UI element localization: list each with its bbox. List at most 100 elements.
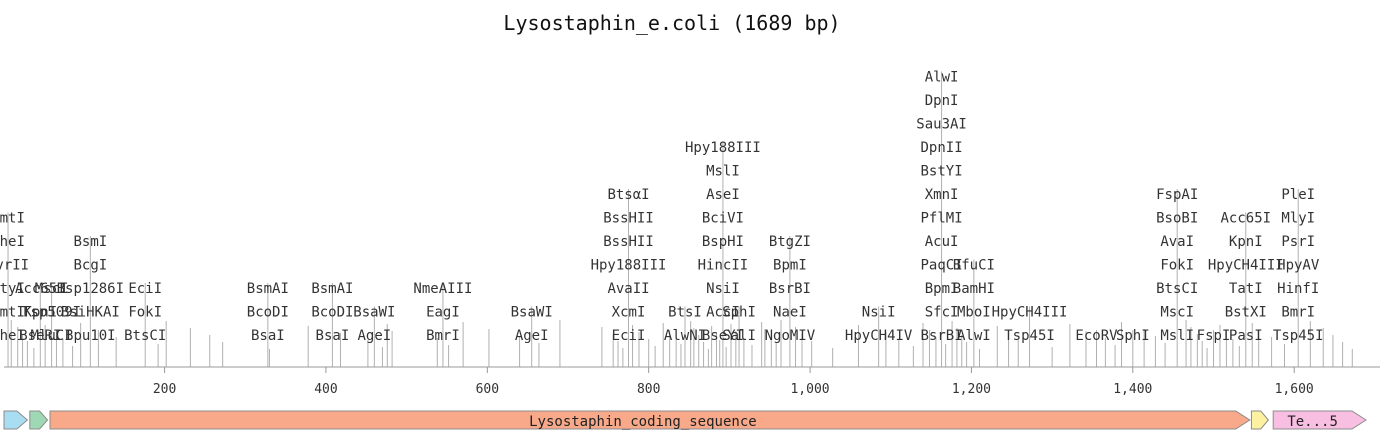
site-label[interactable]: HinfI: [1277, 281, 1319, 297]
site-label[interactable]: AlwI: [925, 70, 959, 86]
site-label[interactable]: AvrII: [0, 258, 29, 274]
site-label[interactable]: BpmI: [925, 281, 959, 297]
site-label[interactable]: EcoRV: [1075, 328, 1118, 344]
site-label[interactable]: AlwI: [957, 328, 991, 344]
site-label[interactable]: PleI: [1281, 187, 1315, 203]
site-label[interactable]: BstYI: [921, 164, 963, 180]
site-label[interactable]: Sau3AI: [916, 117, 967, 133]
site-label[interactable]: BsoBI: [1156, 211, 1198, 227]
feature-arrow[interactable]: [29, 410, 49, 430]
feature-arrow[interactable]: [1250, 410, 1270, 430]
site-label[interactable]: FspI: [1197, 328, 1231, 344]
site-label[interactable]: BsaI: [316, 328, 350, 344]
site-label[interactable]: BsiHKAI: [61, 305, 120, 321]
site-label[interactable]: MboI: [957, 305, 991, 321]
site-label[interactable]: NmeAIII: [413, 281, 472, 297]
site-label[interactable]: MscI: [35, 281, 69, 297]
site-label[interactable]: PflMI: [921, 211, 963, 227]
site-label[interactable]: MslI: [1160, 328, 1194, 344]
site-label[interactable]: BsmAI: [311, 281, 353, 297]
site-label[interactable]: BsaWI: [353, 305, 395, 321]
site-label[interactable]: MscI: [1160, 305, 1194, 321]
site-label[interactable]: NsiI: [706, 281, 740, 297]
site-label[interactable]: MluCI: [31, 328, 73, 344]
site-label[interactable]: NheI: [0, 234, 25, 250]
site-label[interactable]: DpnII: [921, 140, 963, 156]
site-label[interactable]: BsaI: [251, 328, 285, 344]
site-label[interactable]: BmrI: [1281, 305, 1315, 321]
site-label[interactable]: AlwNI: [664, 328, 706, 344]
site-label[interactable]: AgeI: [357, 328, 391, 344]
site-label[interactable]: AseI: [706, 187, 740, 203]
site-label[interactable]: HpyAV: [1277, 258, 1320, 274]
site-label[interactable]: BtsαI: [607, 187, 649, 203]
site-label[interactable]: PsrI: [1281, 234, 1315, 250]
site-label[interactable]: XcmI: [612, 305, 646, 321]
site-label[interactable]: SfcI: [925, 305, 959, 321]
site-label[interactable]: EciI: [612, 328, 646, 344]
site-label[interactable]: BpmI: [773, 258, 807, 274]
site-label[interactable]: BmtI: [0, 305, 25, 321]
site-label[interactable]: AvaII: [607, 281, 649, 297]
site-label[interactable]: SphI: [1116, 328, 1150, 344]
site-label[interactable]: EagI: [426, 305, 460, 321]
site-label[interactable]: HincII: [698, 258, 749, 274]
site-label[interactable]: Tsp509I: [22, 305, 81, 321]
site-label[interactable]: Acc65I: [1220, 211, 1271, 227]
feature-arrow[interactable]: [49, 410, 1251, 430]
site-label[interactable]: AcuI: [925, 234, 959, 250]
site-label[interactable]: DpnI: [925, 93, 959, 109]
site-label[interactable]: BciVI: [702, 211, 744, 227]
site-label[interactable]: Acc65I: [15, 281, 66, 297]
site-label[interactable]: BstXI: [1225, 305, 1267, 321]
site-label[interactable]: NheI: [0, 328, 25, 344]
site-label[interactable]: NgoMIV: [765, 328, 816, 344]
site-label[interactable]: AgeI: [515, 328, 549, 344]
site-label[interactable]: BmtI: [0, 211, 25, 227]
site-label[interactable]: BsrBI: [921, 328, 963, 344]
site-label[interactable]: MlyI: [1281, 211, 1315, 227]
site-label[interactable]: BssHII: [603, 234, 654, 250]
site-label[interactable]: EciI: [128, 281, 162, 297]
site-label[interactable]: BmrI: [426, 328, 460, 344]
site-label[interactable]: AvaI: [1160, 234, 1194, 250]
site-label[interactable]: KpnI: [23, 305, 57, 321]
site-label[interactable]: SalI: [722, 328, 756, 344]
site-label[interactable]: BspHI: [702, 234, 744, 250]
site-label[interactable]: BseRI: [19, 328, 61, 344]
site-label[interactable]: FspAI: [1156, 187, 1198, 203]
site-label[interactable]: BseYI: [702, 328, 744, 344]
site-label[interactable]: Hpy188III: [685, 140, 761, 156]
site-label[interactable]: BsmI: [73, 234, 107, 250]
site-label[interactable]: BcoDI: [311, 305, 353, 321]
site-label[interactable]: BssHII: [603, 211, 654, 227]
site-label[interactable]: BtsCI: [1156, 281, 1198, 297]
feature-arrow[interactable]: [3, 410, 29, 430]
site-label[interactable]: BcoDI: [247, 305, 289, 321]
site-label[interactable]: TatI: [1229, 281, 1263, 297]
site-label[interactable]: AccI: [706, 305, 740, 321]
site-label[interactable]: HpyCH4IV: [845, 328, 913, 344]
site-label[interactable]: Bpu10I: [65, 328, 116, 344]
site-label[interactable]: SphI: [722, 305, 756, 321]
site-label[interactable]: BamHI: [953, 281, 995, 297]
site-label[interactable]: NaeI: [773, 305, 807, 321]
site-label[interactable]: Hpy188III: [591, 258, 667, 274]
site-label[interactable]: Tsp45I: [1004, 328, 1055, 344]
site-label[interactable]: KpnI: [1229, 234, 1263, 250]
site-label[interactable]: FokI: [1160, 258, 1194, 274]
site-label[interactable]: BfuCI: [953, 258, 995, 274]
site-label[interactable]: MslI: [706, 164, 740, 180]
site-label[interactable]: BcgI: [73, 258, 107, 274]
site-label[interactable]: BtgZI: [769, 234, 811, 250]
site-label[interactable]: HpyCH4III: [992, 305, 1068, 321]
site-label[interactable]: BtsI: [668, 305, 702, 321]
site-label[interactable]: BtsCI: [124, 328, 166, 344]
site-label[interactable]: HpyCH4III: [1208, 258, 1284, 274]
site-label[interactable]: BsrBI: [769, 281, 811, 297]
site-label[interactable]: BsmAI: [247, 281, 289, 297]
site-label[interactable]: NsiI: [862, 305, 896, 321]
site-label[interactable]: StyI: [0, 281, 25, 297]
site-label[interactable]: Bsp1286I: [57, 281, 124, 297]
site-label[interactable]: Tsp45I: [1273, 328, 1324, 344]
